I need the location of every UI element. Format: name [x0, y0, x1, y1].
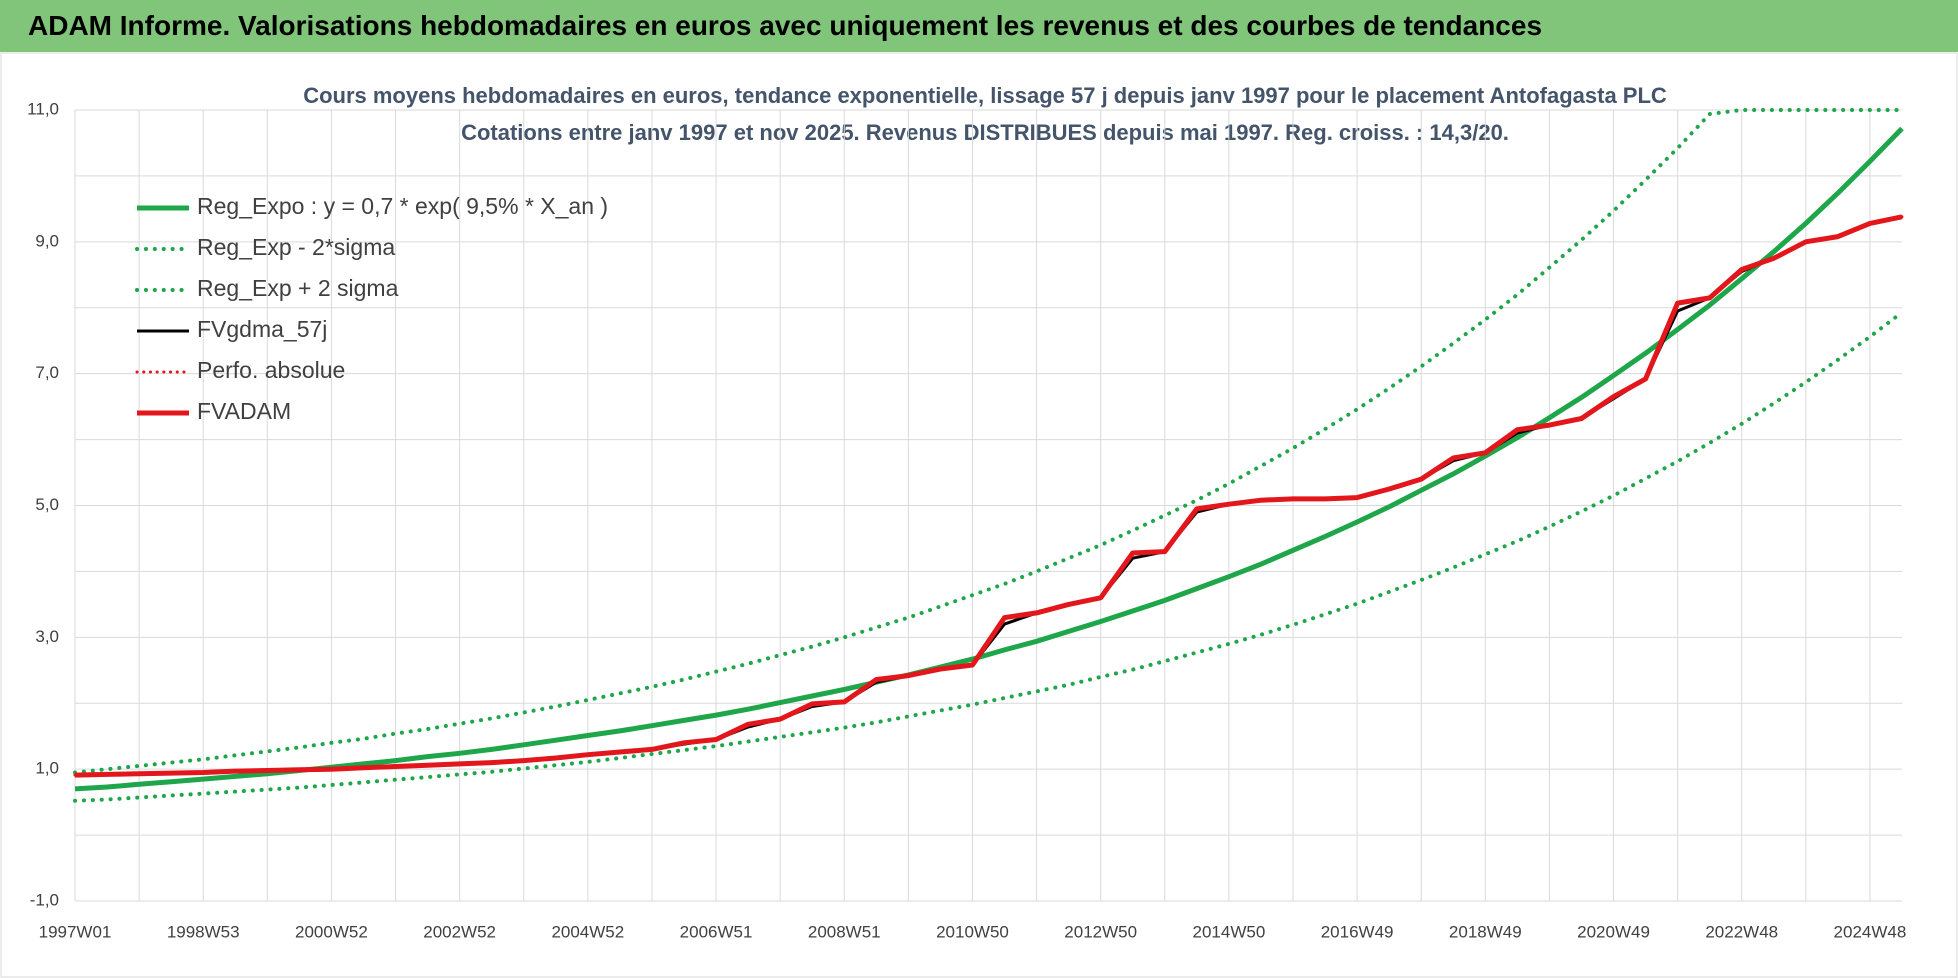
series-line	[73, 108, 1904, 775]
y-tick-label: -1,0	[30, 890, 59, 909]
x-tick-label: 2024W48	[1834, 922, 1907, 941]
series-line	[73, 310, 1904, 803]
header-title: ADAM Informe. Valorisations hebdomadaire…	[0, 0, 1958, 52]
chart-frame	[0, 52, 1958, 978]
x-tick-label: 2012W50	[1064, 922, 1137, 941]
series-line	[74, 126, 1904, 792]
x-tick-label: 2018W49	[1449, 922, 1522, 941]
x-tick-label: 2008W51	[808, 922, 881, 941]
y-tick-label: 1,0	[35, 759, 59, 778]
legend-label: Perfo. absolue	[197, 357, 345, 383]
x-tick-label: 2002W52	[423, 922, 496, 941]
x-tick-label: 2014W50	[1193, 922, 1266, 941]
legend-label: Reg_Exp + 2 sigma	[197, 275, 399, 301]
y-tick-label: 11,0	[27, 99, 59, 118]
legend-label: FVADAM	[197, 398, 291, 424]
x-tick-label: 2010W50	[936, 922, 1009, 941]
x-tick-label: 2020W49	[1577, 922, 1650, 941]
legend-label: FVgdma_57j	[197, 316, 327, 342]
y-tick-label: 5,0	[35, 495, 59, 514]
y-tick-label: 3,0	[35, 627, 59, 646]
chart-title: Cours moyens hebdomadaires en euros, ten…	[303, 83, 1667, 108]
x-tick-label: 2004W52	[551, 922, 624, 941]
x-tick-label: 1997W01	[39, 922, 112, 941]
chart: Cours moyens hebdomadaires en euros, ten…	[0, 52, 1958, 978]
legend-label: Reg_Exp - 2*sigma	[197, 234, 395, 260]
x-tick-label: 2006W51	[680, 922, 753, 941]
chart-subtitle: Cotations entre janv 1997 et nov 2025. R…	[461, 120, 1509, 145]
y-tick-label: 9,0	[35, 231, 59, 250]
x-tick-label: 2022W48	[1705, 922, 1778, 941]
legend-label: Reg_Expo : y = 0,7 * exp( 9,5% * X_an )	[197, 193, 608, 219]
x-tick-label: 2000W52	[295, 922, 368, 941]
x-tick-label: 1998W53	[167, 922, 240, 941]
x-tick-label: 2016W49	[1321, 922, 1394, 941]
y-tick-label: 7,0	[35, 363, 59, 382]
series-line	[74, 214, 1903, 778]
